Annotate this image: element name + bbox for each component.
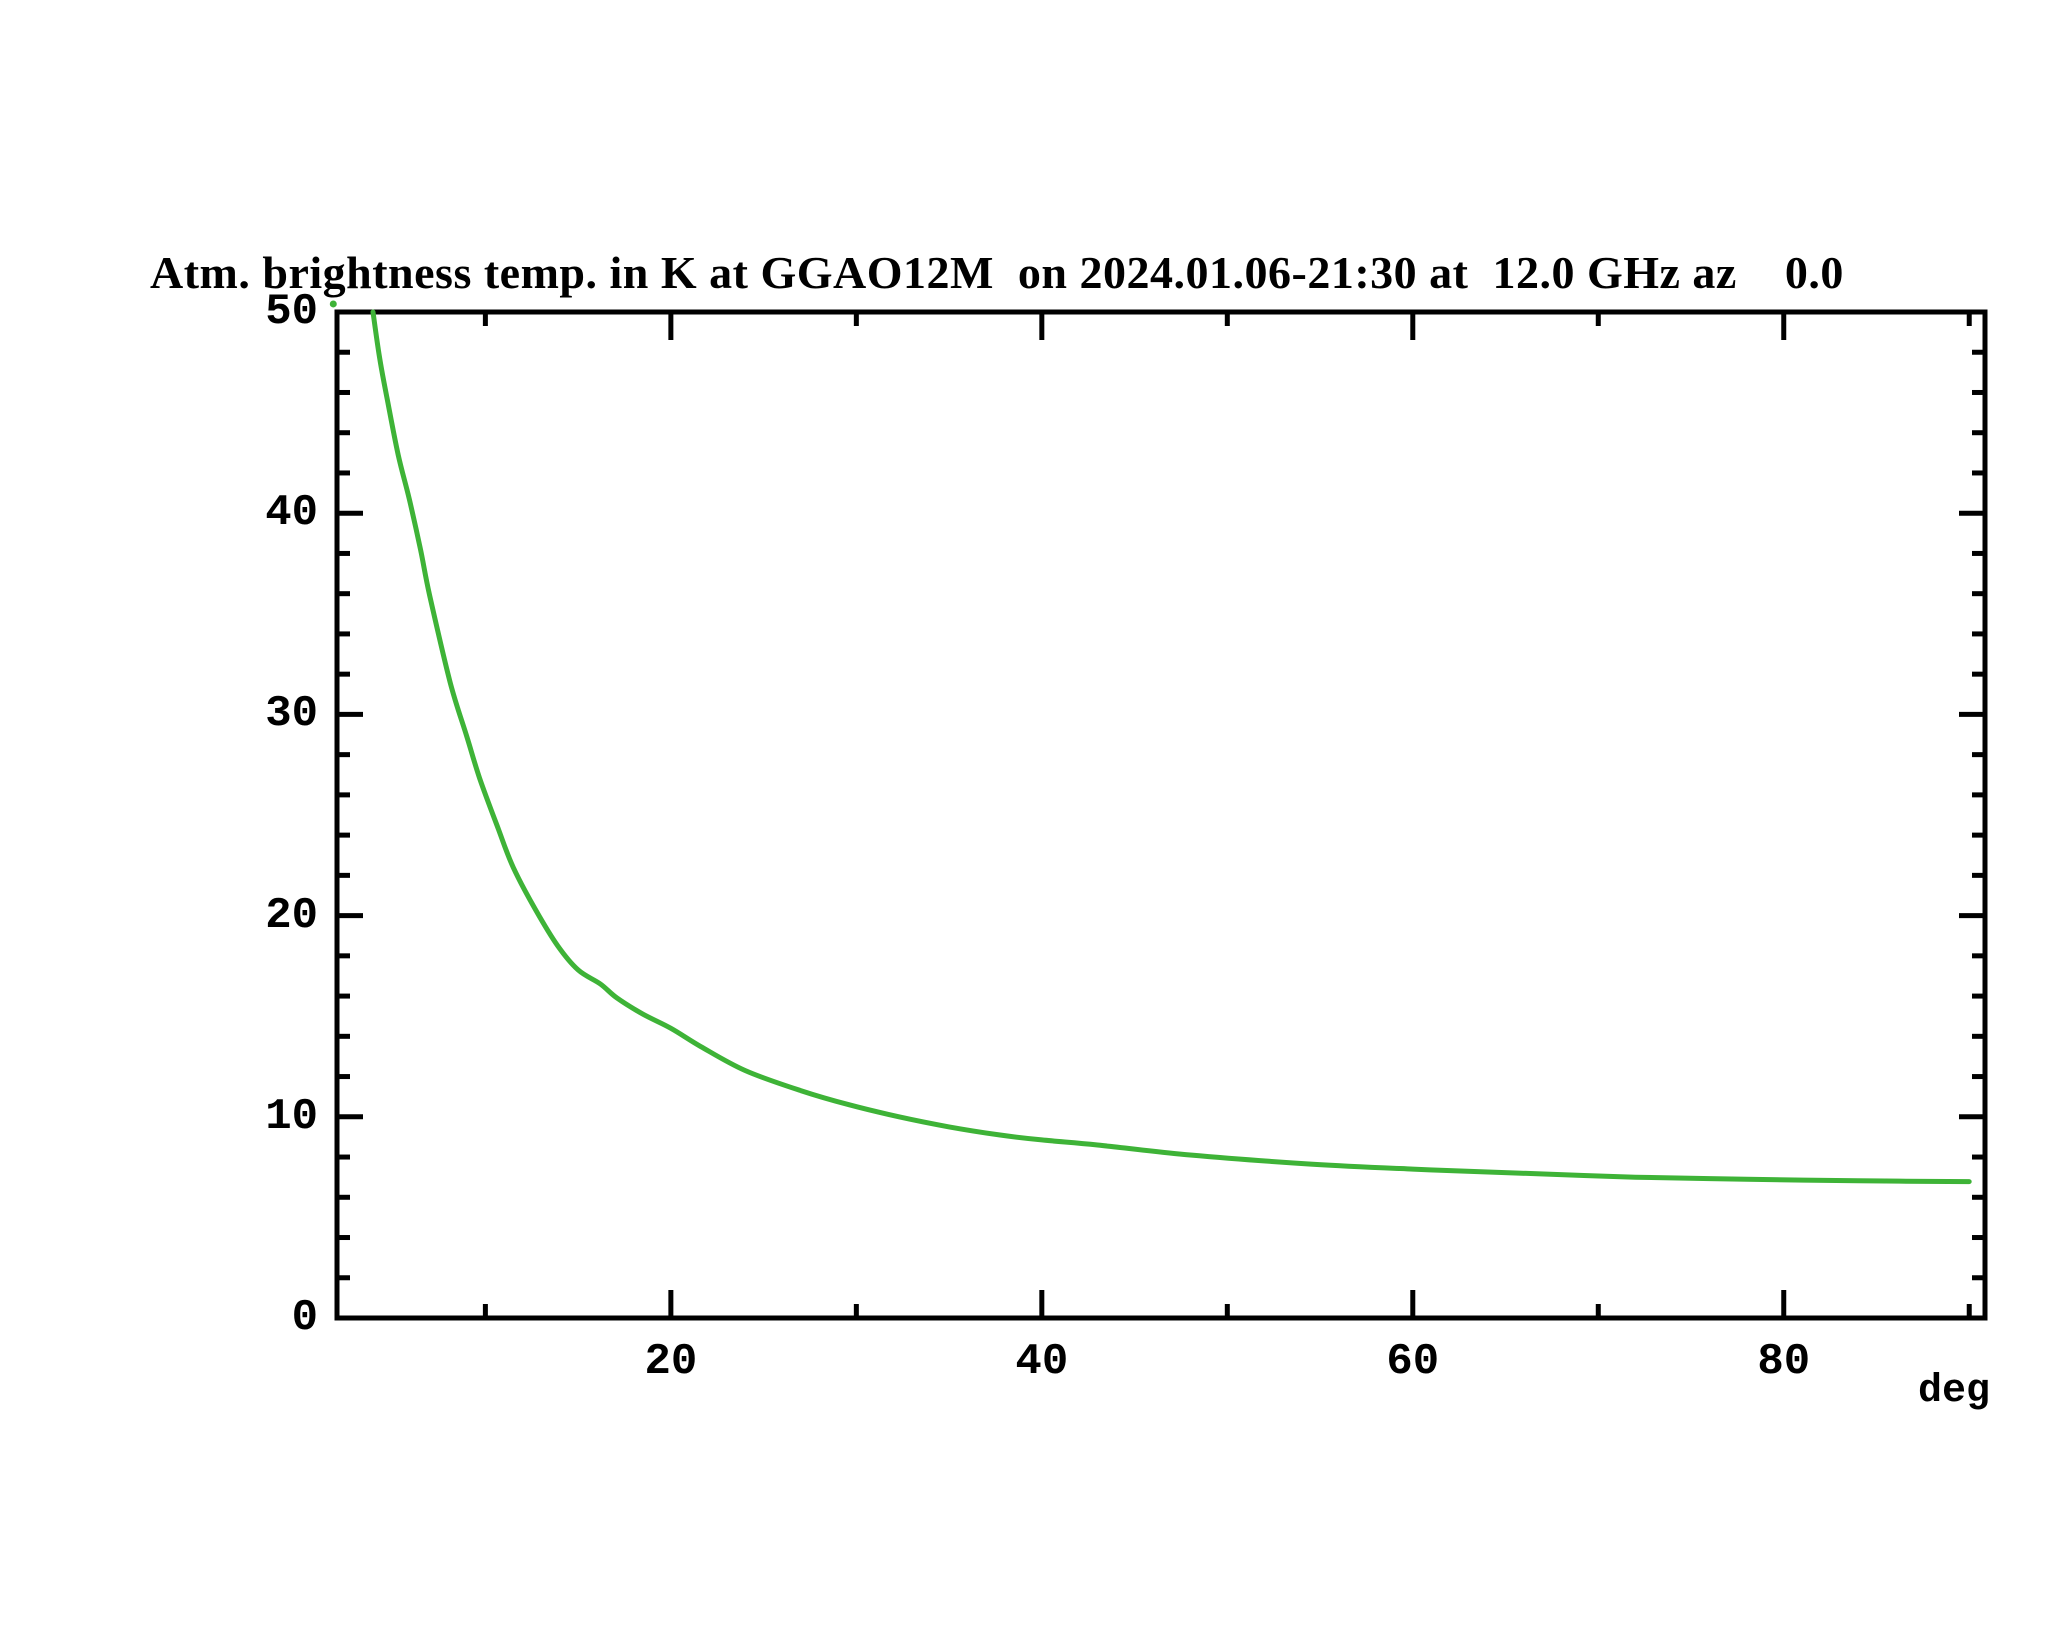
axes-frame bbox=[334, 309, 1988, 1321]
y-tick-label-40: 40 bbox=[265, 488, 318, 539]
y-tick-label-50: 50 bbox=[265, 287, 318, 337]
y-tick-label-10: 10 bbox=[265, 1091, 318, 1142]
y-tick-label-30: 30 bbox=[265, 689, 318, 740]
stray-data-point bbox=[329, 300, 337, 308]
y-tick-label-20: 20 bbox=[265, 890, 318, 941]
x-tick-label-60: 60 bbox=[1386, 1337, 1440, 1387]
data-curve bbox=[370, 309, 1972, 1185]
x-tick-label-80: 80 bbox=[1757, 1337, 1811, 1387]
x-tick-label-40: 40 bbox=[1015, 1337, 1069, 1387]
x-tick-label-20: 20 bbox=[644, 1337, 698, 1387]
plot-title: Atm. brightness temp. in K at GGAO12M on… bbox=[150, 247, 1844, 298]
y-tick-label-0: 0 bbox=[291, 1293, 318, 1343]
x-axis-unit-label: deg bbox=[1917, 1369, 1990, 1414]
